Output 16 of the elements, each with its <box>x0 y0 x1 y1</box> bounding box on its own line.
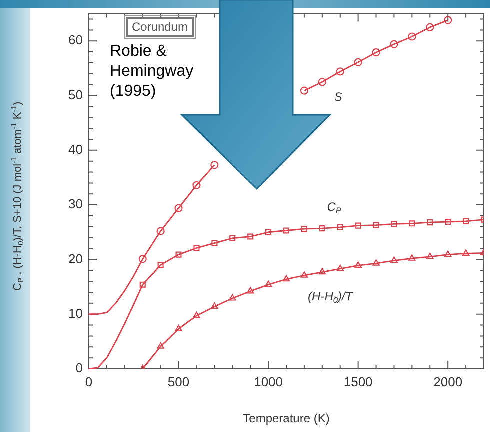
x-axis-title: Temperature (K) <box>243 411 330 426</box>
series-label: S <box>334 90 342 104</box>
x-tick-label: 0 <box>85 374 93 390</box>
x-tick-label: 1000 <box>254 374 284 390</box>
y-tick-label: 0 <box>76 360 83 376</box>
x-tick-label: 1500 <box>344 374 373 390</box>
y-tick-label: 40 <box>68 142 83 157</box>
x-tick-label: 2000 <box>434 374 463 390</box>
annotation: Robie & Hemingway (1995) <box>108 40 218 106</box>
y-tick-label: 30 <box>68 196 83 212</box>
annotation: Corundum <box>126 17 194 37</box>
y-tick-label: 20 <box>68 251 83 266</box>
y-tick-label: 60 <box>68 32 83 48</box>
x-tick-label: 500 <box>168 374 190 390</box>
y-tick-label: 50 <box>68 87 83 102</box>
y-tick-label: 10 <box>68 306 83 321</box>
